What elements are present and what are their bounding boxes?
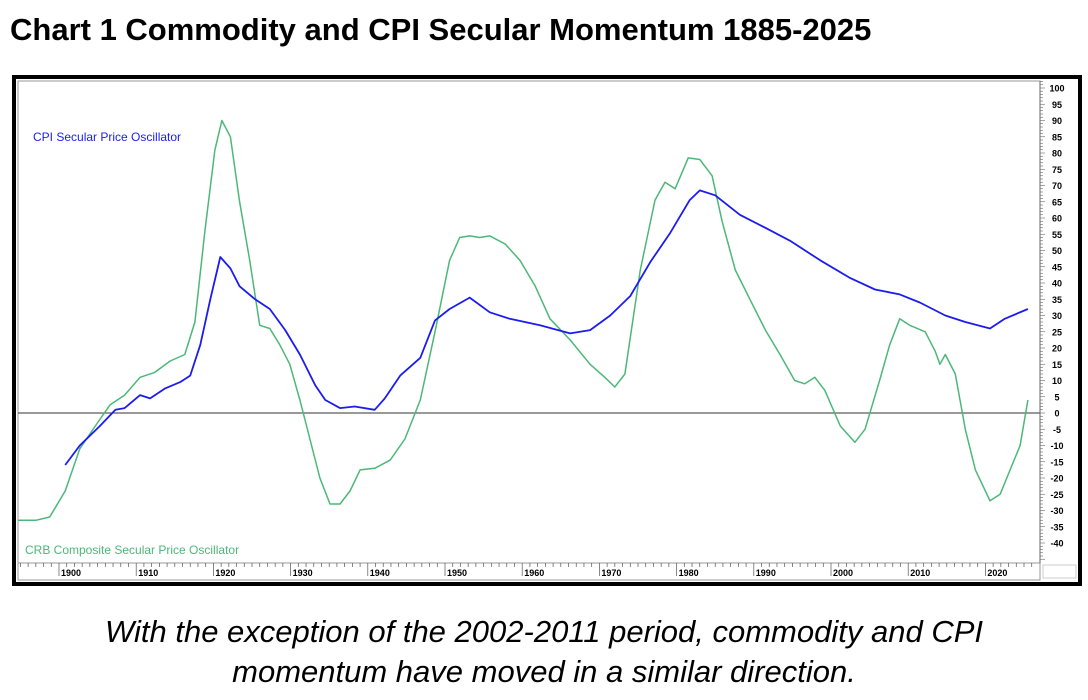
x-axis-strip: [17, 562, 1041, 581]
x-tick-label: 2020: [987, 568, 1007, 578]
y-tick-label: -35: [1050, 522, 1063, 532]
right-axis-panel: [1040, 81, 1078, 563]
y-tick-label: 45: [1052, 262, 1062, 272]
plot-area: [17, 80, 1041, 564]
x-tick-label: 1990: [756, 568, 776, 578]
y-tick-label: 50: [1052, 246, 1062, 256]
y-tick-label: -5: [1053, 425, 1061, 435]
corner-box: [1042, 564, 1077, 579]
y-tick-label: 70: [1052, 181, 1062, 191]
legend-label-cpi: CPI Secular Price Oscillator: [33, 130, 181, 144]
y-tick-label: 90: [1052, 116, 1062, 126]
x-tick-label: 1960: [524, 568, 544, 578]
x-tick-label: 2000: [833, 568, 853, 578]
x-tick-label: 1920: [215, 568, 235, 578]
y-tick-label: 80: [1052, 149, 1062, 159]
caption-line-2: momentum have moved in a similar directi…: [232, 654, 856, 689]
y-tick-label: 30: [1052, 311, 1062, 321]
caption-line-1: With the exception of the 2002-2011 peri…: [105, 614, 983, 649]
y-tick-label: -10: [1050, 441, 1063, 451]
y-tick-label: -40: [1050, 539, 1063, 549]
x-tick-label: 2010: [910, 568, 930, 578]
y-tick-label: 85: [1052, 132, 1062, 142]
y-tick-label: 25: [1052, 327, 1062, 337]
legend-label-crb: CRB Composite Secular Price Oscillator: [25, 543, 239, 557]
y-tick-label: 20: [1052, 344, 1062, 354]
chart-title: Chart 1 Commodity and CPI Secular Moment…: [10, 12, 872, 47]
cpi-series-line: [64, 189, 1029, 466]
y-tick-label: 75: [1052, 165, 1062, 175]
x-tick-label: 1980: [679, 568, 699, 578]
y-tick-label: 95: [1052, 100, 1062, 110]
y-tick-label: -15: [1050, 457, 1063, 467]
x-tick-label: 1900: [61, 568, 81, 578]
y-tick-label: 0: [1054, 409, 1059, 419]
y-tick-label: 100: [1049, 84, 1064, 94]
x-tick-label: 1930: [293, 568, 313, 578]
y-tick-label: 65: [1052, 197, 1062, 207]
y-tick-label: 40: [1052, 279, 1062, 289]
x-tick-label: 1940: [370, 568, 390, 578]
crb-series-line: [18, 119, 1029, 522]
chart-caption: With the exception of the 2002-2011 peri…: [0, 612, 1088, 692]
y-tick-label: -20: [1050, 474, 1063, 484]
y-tick-label: 60: [1052, 214, 1062, 224]
y-tick-label: 10: [1052, 376, 1062, 386]
y-tick-label: -25: [1050, 490, 1063, 500]
x-tick-label: 1910: [138, 568, 158, 578]
y-tick-label: 35: [1052, 295, 1062, 305]
x-tick-label: 1950: [447, 568, 467, 578]
y-tick-label: 5: [1054, 392, 1059, 402]
y-tick-label: 15: [1052, 360, 1062, 370]
x-tick-label: 1970: [601, 568, 621, 578]
y-tick-label: 55: [1052, 230, 1062, 240]
y-tick-label: -30: [1050, 506, 1063, 516]
